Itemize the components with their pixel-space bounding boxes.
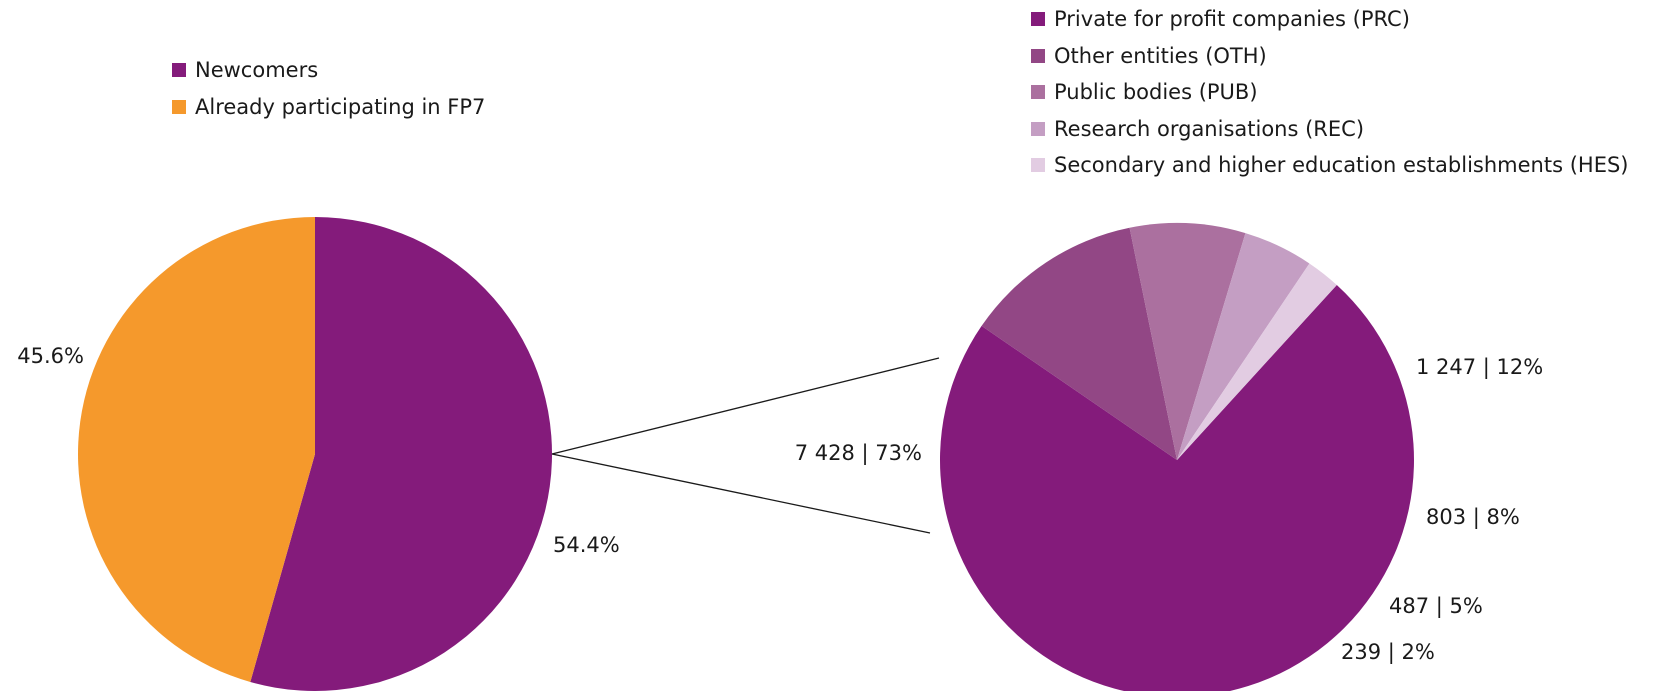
legend-label: Already participating in FP7 [195, 94, 486, 119]
data-label-private-for-profit-companies-prc: 7 428 | 73% [795, 441, 922, 466]
legend-swatch [1031, 121, 1045, 136]
slice-already-participating-in-fp7 [78, 217, 315, 682]
legend-item-research-organisations-rec: Research organisations (REC) [1031, 111, 1629, 148]
legend-label: Public bodies (PUB) [1054, 80, 1258, 105]
legend-item-already-participating-in-fp7: Already participating in FP7 [172, 89, 485, 126]
legend-item-other-entities-oth: Other entities (OTH) [1031, 38, 1629, 75]
legend-label: Secondary and higher education establish… [1054, 153, 1629, 178]
pie-left: 54.4% 45.6% [17, 217, 620, 691]
legend-swatch [1031, 158, 1045, 173]
data-label-other-entities-oth: 1 247 | 12% [1416, 355, 1543, 380]
slice-secondary-and-higher-education-establishments-hes [1177, 263, 1337, 460]
connector-line-lower [551, 453, 931, 534]
legend-item-private-for-profit-companies-prc: Private for profit companies (PRC) [1031, 1, 1629, 38]
legend-label: Newcomers [195, 58, 319, 83]
legend-label: Research organisations (REC) [1054, 116, 1365, 141]
data-label-secondary-and-higher-education-establishments-hes: 239 | 2% [1341, 640, 1435, 665]
slice-other-entities-oth [981, 227, 1177, 460]
legend-swatch [1031, 48, 1045, 63]
data-label-newcomers: 54.4% [553, 533, 620, 557]
slice-research-organisations-rec [1177, 233, 1310, 460]
legend-swatch [1031, 85, 1045, 100]
data-label-already-participating-in-fp7: 45.6% [17, 344, 84, 368]
legend-right: Private for profit companies (PRC) Other … [1031, 1, 1629, 184]
legend-item-secondary-and-higher-education-establishments-hes: Secondary and higher education establish… [1031, 147, 1629, 184]
slice-public-bodies-pub [1129, 222, 1246, 460]
legend-swatch [172, 63, 186, 78]
legend-item-public-bodies-pub: Public bodies (PUB) [1031, 74, 1629, 111]
connector-lines [551, 357, 940, 534]
slice-newcomers [250, 217, 553, 691]
connector-line-upper [551, 357, 940, 455]
legend-left: Newcomers Already participating in FP7 [172, 52, 485, 125]
data-label-research-organisations-rec: 487 | 5% [1389, 594, 1483, 619]
legend-swatch [1031, 12, 1045, 27]
slice-private-for-profit-companies-prc [940, 284, 1414, 695]
data-label-public-bodies-pub: 803 | 8% [1426, 505, 1520, 530]
legend-item-newcomers: Newcomers [172, 52, 485, 89]
legend-label: Private for profit companies (PRC) [1054, 7, 1410, 32]
legend-label: Other entities (OTH) [1054, 43, 1267, 68]
legend-swatch [172, 99, 186, 114]
pie-right: 7 428 | 73% 1 247 | 12% 803 | 8% 487 | 5% 23… [795, 222, 1543, 695]
